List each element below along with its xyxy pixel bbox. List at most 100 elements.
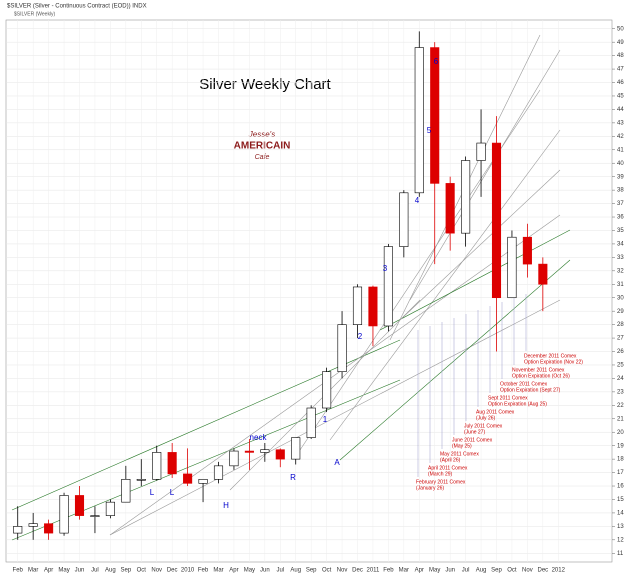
candle-body [152, 452, 162, 480]
y-tick-label: 24 [617, 376, 624, 382]
comex-label: July 2011 Comex [464, 423, 503, 429]
trend-line [379, 229, 571, 331]
wave-label: 1 [323, 415, 328, 424]
logo-line: AMERICAIN [234, 141, 291, 152]
x-tick-label: 2011 [366, 568, 380, 574]
y-tick-label: 11 [617, 551, 624, 557]
y-tick-label: 38 [617, 188, 624, 194]
candle-body [59, 495, 69, 534]
candle-body [491, 142, 502, 299]
y-tick-label: 46 [617, 80, 624, 86]
x-tick-label: Feb [198, 568, 209, 574]
y-tick-label: 48 [617, 53, 624, 59]
y-tick-label: 41 [617, 147, 624, 153]
candle-body [28, 523, 38, 527]
x-tick-label: May [244, 568, 255, 574]
comex-label: February 2011 Comex [416, 479, 466, 485]
comex-label: April 2011 Comex [428, 465, 468, 471]
x-tick-label: Sep [491, 568, 502, 574]
candle-body [198, 478, 208, 484]
y-tick-label: 14 [617, 511, 624, 517]
comex-label: May 2011 Comex [440, 451, 479, 457]
y-tick-label: 45 [617, 94, 624, 100]
candle-body [383, 246, 393, 327]
candle-body [275, 449, 285, 460]
candle-body [121, 478, 131, 503]
y-tick-label: 32 [617, 268, 624, 274]
y-tick-label: 15 [617, 497, 624, 503]
candle-body [291, 437, 301, 460]
candle-body [461, 160, 471, 234]
comex-label: December 2011 Comex [524, 353, 577, 359]
y-tick-label: 44 [617, 107, 624, 113]
x-tick-label: Dec [352, 568, 363, 574]
trend-line [109, 299, 561, 536]
x-tick-label: Nov [337, 568, 348, 574]
comex-label: (July 26) [476, 415, 496, 421]
candle-body [368, 286, 378, 327]
wave-label: 5 [427, 126, 432, 135]
y-tick-label: 31 [617, 282, 624, 288]
candle-body [13, 526, 23, 534]
candle-body [352, 286, 363, 325]
x-tick-label: Aug [290, 568, 301, 574]
candle-body [507, 236, 517, 299]
y-tick-label: 35 [617, 228, 624, 234]
comex-label: Aug 2011 Comex [476, 409, 515, 415]
chart-title: Silver Weekly Chart [199, 76, 331, 93]
y-tick-label: 42 [617, 134, 624, 140]
candle-body [183, 473, 193, 484]
wave-label: 2 [358, 332, 363, 341]
x-tick-label: Jun [445, 568, 455, 574]
candle-body [74, 495, 85, 516]
candle-body [229, 450, 239, 467]
comex-label: Sept 2011 Comex [488, 395, 528, 401]
logo-line: Cafe [255, 154, 270, 161]
candle-body [105, 501, 115, 516]
candle-body [44, 523, 54, 534]
y-tick-label: 16 [617, 484, 624, 490]
candle-body [306, 407, 316, 438]
y-tick-label: 47 [617, 67, 624, 73]
y-tick-label: 28 [617, 322, 624, 328]
candle-body [476, 142, 486, 161]
wave-label: neck [250, 433, 268, 442]
logo: Jesse's AMERICAIN Cafe [234, 130, 291, 161]
y-tick-label: 18 [617, 457, 624, 463]
trend-line [329, 129, 561, 441]
x-tick-label: Nov [151, 568, 162, 574]
comex-label: Option Expiration (Nov 22) [524, 359, 583, 365]
x-tick-label: May [58, 568, 69, 574]
x-tick-label: Jul [276, 568, 284, 574]
y-tick-label: 22 [617, 403, 624, 409]
candle-body [322, 371, 332, 409]
candle-body [167, 452, 177, 475]
x-tick-label: Apr [229, 568, 238, 574]
header: $SILVER (Silver - Continuous Contract (E… [7, 4, 147, 10]
x-tick-label: 2012 [552, 568, 566, 574]
wave-label: 3 [383, 264, 388, 273]
x-tick-label: Nov [522, 568, 533, 574]
candle-body [136, 478, 146, 481]
x-tick-label: Sep [120, 568, 131, 574]
plot-frame [5, 19, 613, 563]
x-tick-label: Sep [306, 568, 317, 574]
wave-label: A [334, 458, 340, 467]
trend-line [11, 339, 401, 511]
y-tick-label: 13 [617, 524, 624, 530]
candle-body [90, 515, 100, 517]
y-tick-label: 30 [617, 295, 624, 301]
x-tick-label: May [429, 568, 440, 574]
x-tick-label: Feb [13, 568, 24, 574]
comex-label: (January 26) [416, 485, 444, 491]
x-tick-label: Jun [260, 568, 270, 574]
candle-body [260, 449, 270, 453]
wave-label: L [150, 488, 155, 497]
x-tick-label: Mar [213, 568, 223, 574]
y-tick-label: 12 [617, 537, 624, 543]
x-tick-label: Apr [415, 568, 424, 574]
y-tick-label: 40 [617, 161, 624, 167]
x-tick-label: Oct [322, 568, 332, 574]
wave-label: 6 [434, 57, 439, 66]
y-tick-label: 20 [617, 430, 624, 436]
